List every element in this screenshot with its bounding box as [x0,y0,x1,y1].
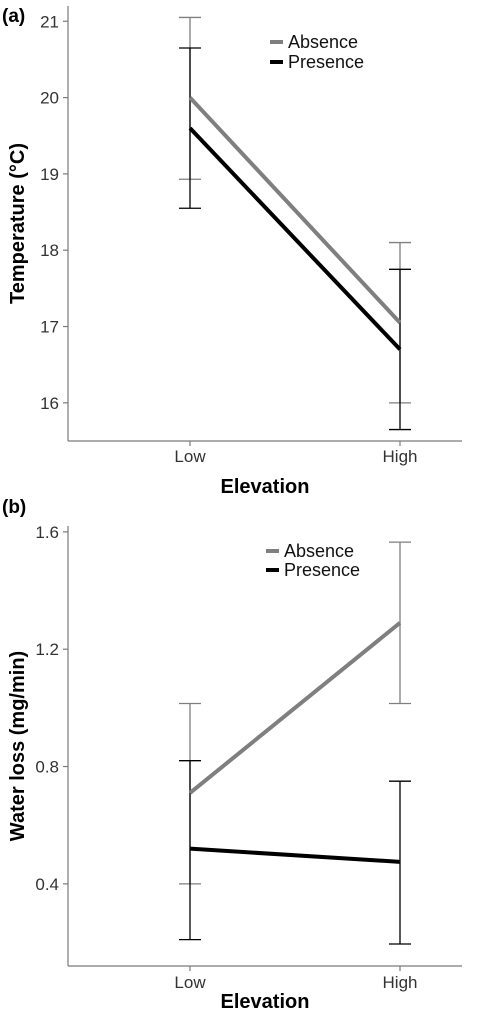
y-tick-label: 20 [40,89,59,108]
x-tick-label: High [383,973,418,992]
y-tick-label: 21 [40,12,59,31]
y-tick-label: 16 [40,394,59,413]
panel-label: (a) [2,6,25,27]
y-tick-label: 1.2 [35,640,59,659]
series-line-presence [188,126,402,351]
series-line-presence [189,846,401,864]
series-line-absence [188,96,402,325]
legend-label: Presence [288,52,364,72]
y-tick-label: 1.6 [35,523,59,542]
legend-label: Absence [288,32,358,52]
panel-label: (b) [2,497,26,518]
chart-panel-1: (a) 16 17 18 19 20 21 Low High Elevation Temperatu… [2,6,462,498]
error-bar [389,780,411,945]
x-tick-label: High [383,447,418,466]
y-axis-title: Temperature (°C) [7,143,29,304]
x-axis-title: Elevation [221,476,310,498]
y-tick-label: 0.8 [35,758,59,777]
y-tick-label: 19 [40,165,59,184]
legend-label: Absence [284,541,354,561]
y-tick-label: 17 [40,318,59,337]
x-axis-title: Elevation [221,991,310,1013]
series-line-absence [188,621,402,795]
x-tick-label: Low [174,973,206,992]
x-tick-label: Low [174,447,206,466]
legend-label: Presence [284,560,360,580]
y-tick-label: 0.4 [35,875,59,894]
chart-panel-2: (b) 0.4 0.8 1.2 1.6 Low High Elevation Water los… [2,497,462,1013]
y-tick-label: 18 [40,241,59,260]
y-axis-title: Water loss (mg/min) [7,651,29,841]
